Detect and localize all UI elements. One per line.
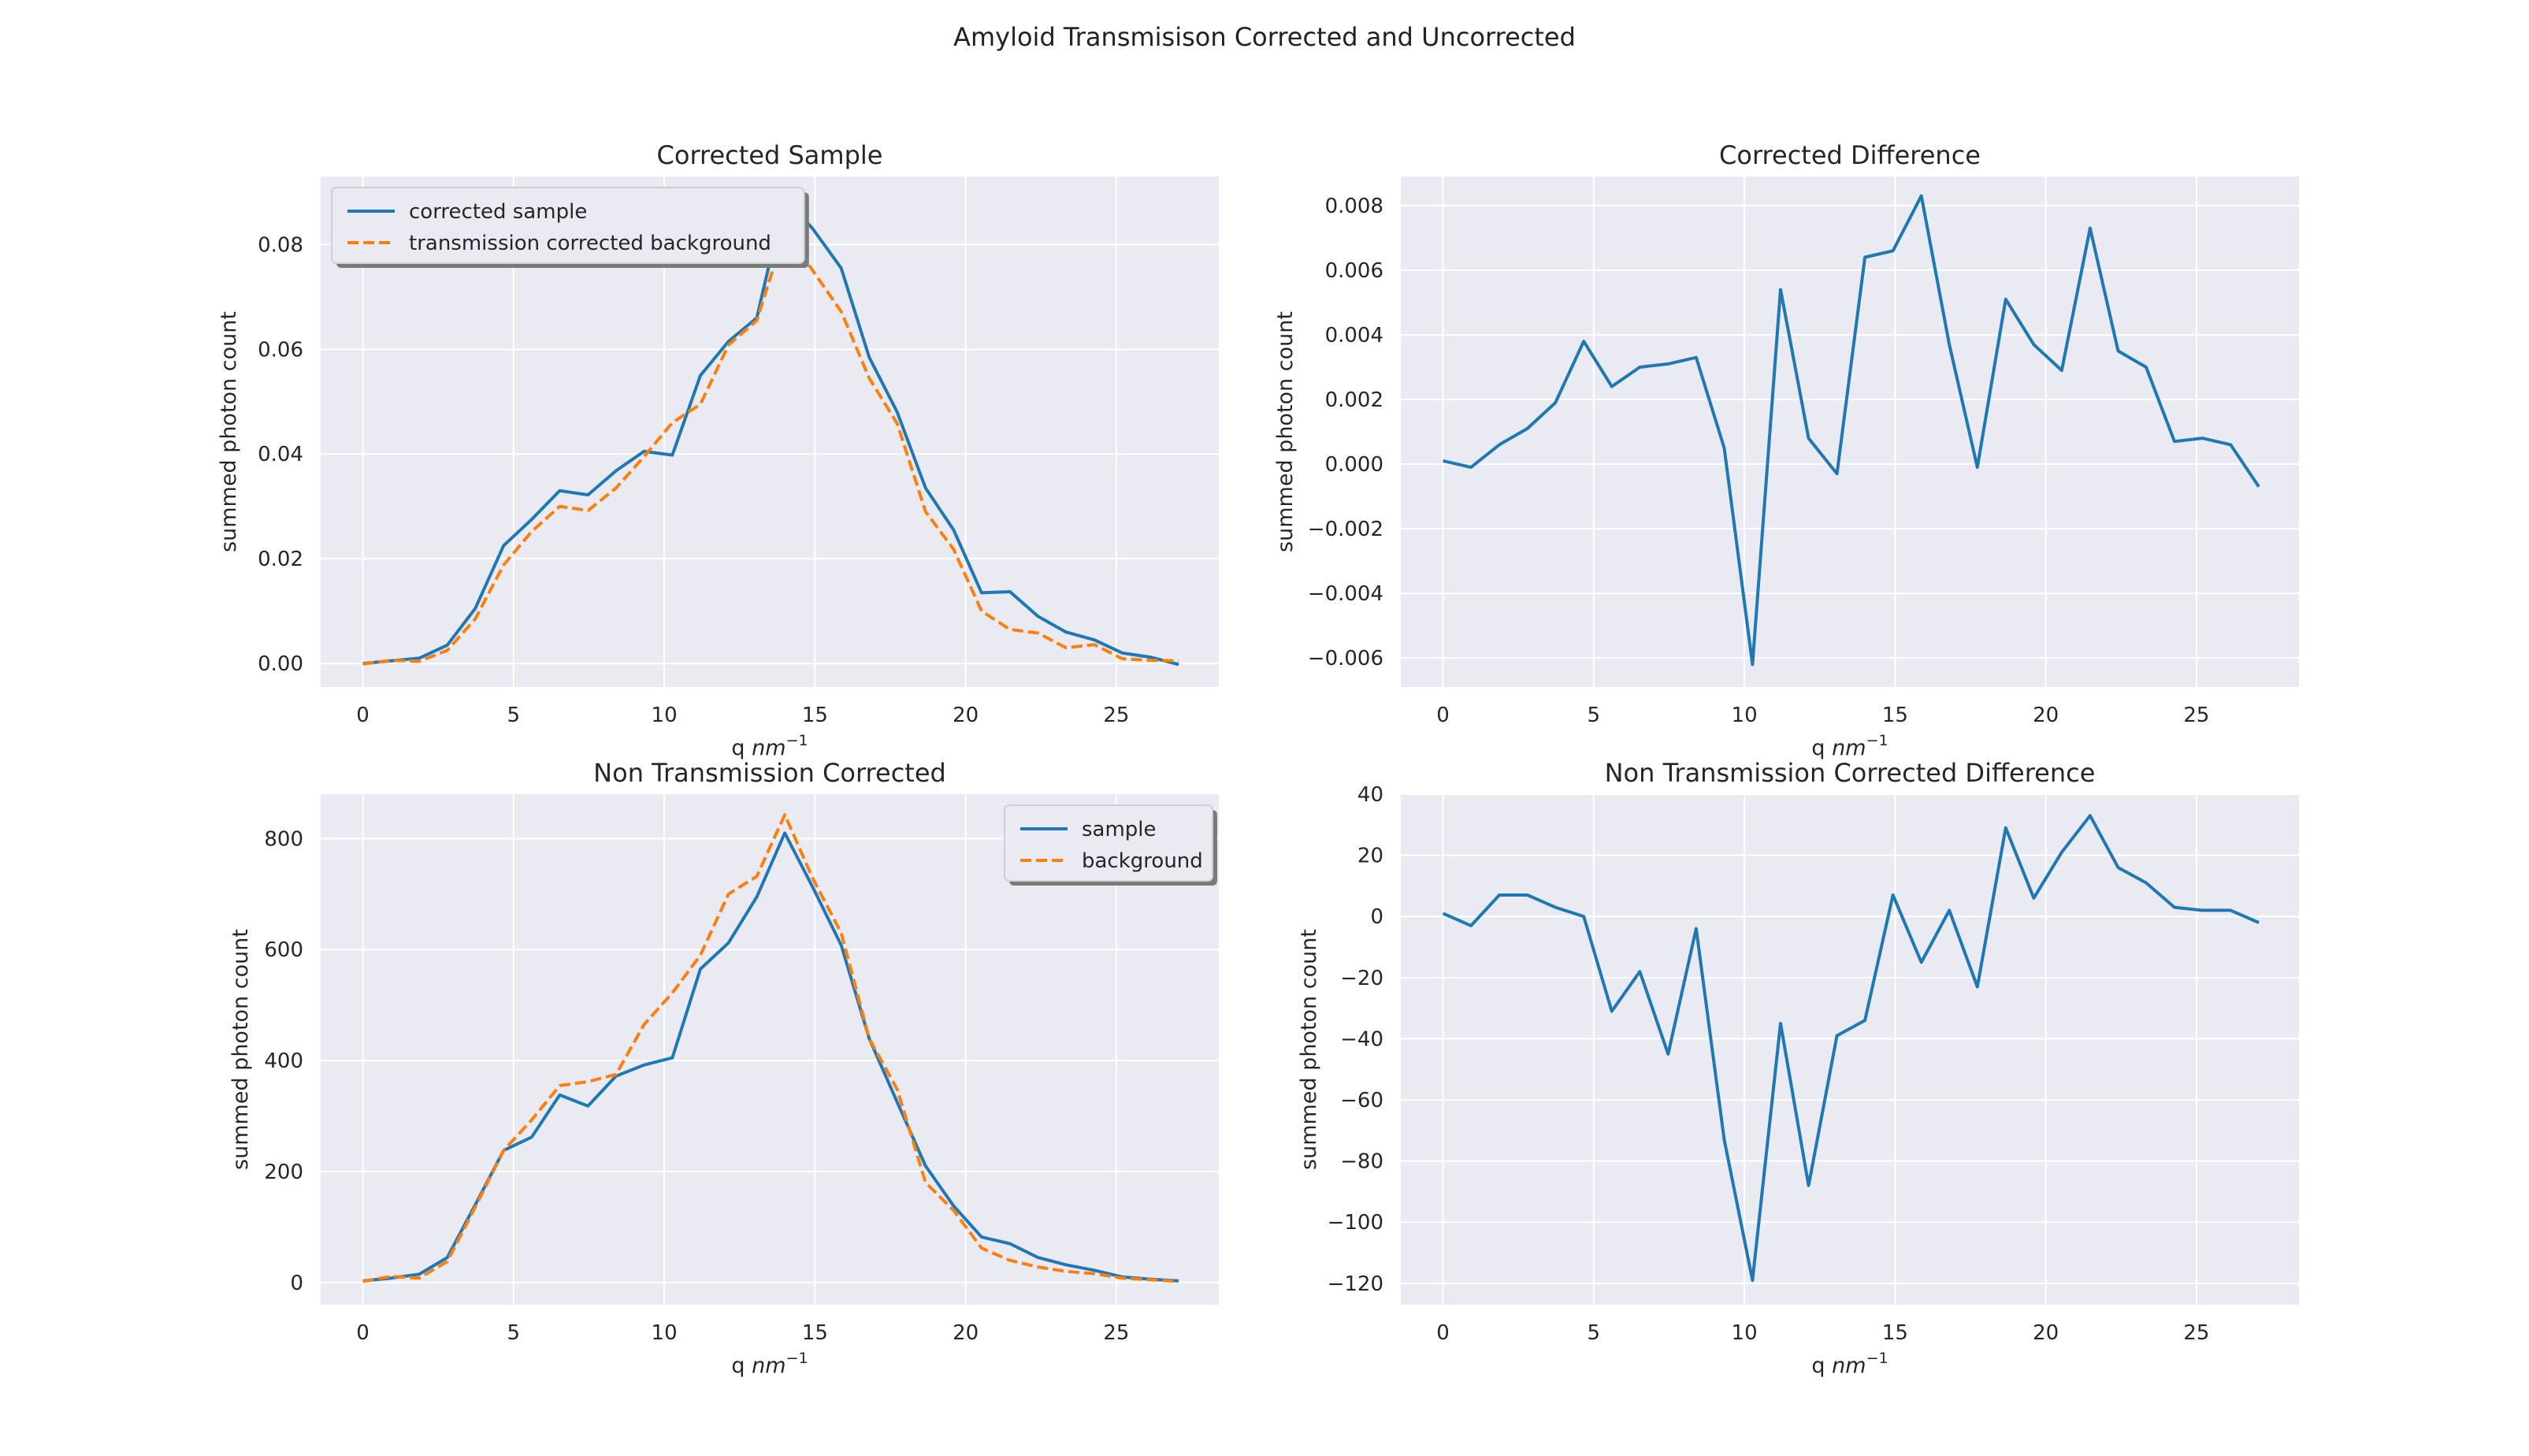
x-tick-label: 10 [1732,704,1758,727]
series-line-difference [1443,194,2260,667]
plot-area [1401,794,2299,1305]
x-tick-label: 25 [1103,704,1129,727]
y-tick-label: 200 [264,1161,303,1184]
x-tick-label: 10 [652,704,678,727]
y-tick-label: −0.006 [1308,647,1383,670]
y-tick-label: 0.06 [258,338,303,362]
x-axis-label: q nm−1 [731,1350,808,1378]
x-tick-label: 20 [953,704,979,727]
chart-panel-2: 0 5 10 15 20 25 −0.006 −0.004 −0.002 0.000 0.002 0.… [1273,140,2299,760]
x-tick-label: 25 [1103,1321,1129,1345]
x-tick-label: 0 [356,704,370,727]
x-axis-label-exponent: −1 [786,732,808,749]
y-axis-label: summed photon count [1297,929,1321,1170]
x-axis-label-exponent: −1 [1866,1350,1888,1367]
y-tick-label: 0.00 [258,652,303,676]
x-tick-label: 25 [2183,1321,2209,1345]
y-tick-label: 800 [264,827,303,851]
x-axis-label-text: q [1811,736,1832,760]
x-tick-label: 0 [1436,1321,1450,1345]
legend-label: sample [1082,818,1157,841]
x-tick-label: 5 [1588,1321,1601,1345]
x-tick-label: 20 [2033,704,2059,727]
y-axis-label: summed photon count [228,929,253,1170]
x-tick-label: 5 [1588,704,1601,727]
y-tick-label: 0.006 [1325,259,1383,283]
y-tick-label: −120 [1328,1272,1383,1296]
figure-title: Amyloid Transmisison Corrected and Uncor… [953,22,1576,52]
y-tick-label: −40 [1340,1027,1383,1051]
y-tick-label: 0.004 [1325,324,1383,347]
legend: sample background [1004,804,1217,886]
x-tick-label: 5 [507,1321,521,1345]
x-axis-label-text: q [731,1354,752,1378]
x-axis-label-unit: nm [1832,736,1866,760]
series-line-transmission-corrected-background [362,229,1179,666]
x-tick-label: 15 [802,1321,828,1345]
chart-title: Non Transmission Corrected [593,758,946,788]
chart-panel-1: 0 5 10 15 20 25 0.00 0.02 0.04 0.06 0.08 Corrected … [217,140,1219,760]
plot-area [1401,176,2299,687]
chart-title: Corrected Difference [1719,140,1981,170]
x-axis-label-unit: nm [752,1354,785,1378]
y-tick-label: 40 [1357,783,1383,807]
chart-title: Non Transmission Corrected Difference [1605,758,2096,788]
y-tick-label: −80 [1340,1150,1383,1174]
x-tick-label: 15 [1882,1321,1908,1345]
y-tick-label: 0.008 [1325,195,1383,218]
legend-label: corrected sample [409,200,587,224]
x-axis-label-exponent: −1 [786,1350,808,1367]
x-tick-label: 0 [1436,704,1450,727]
x-axis-label: q nm−1 [731,732,808,760]
chart-title: Corrected Sample [657,140,883,170]
x-tick-label: 10 [1732,1321,1758,1345]
x-tick-label: 25 [2183,704,2209,727]
x-axis-label-text: q [1811,1354,1832,1378]
y-tick-label: 0.002 [1325,388,1383,412]
x-axis-label-unit: nm [752,736,785,760]
x-axis-label: q nm−1 [1811,732,1888,760]
y-tick-label: 0 [290,1272,303,1295]
legend-label: background [1082,849,1203,873]
x-tick-label: 20 [953,1321,979,1345]
series-line-sample [362,831,1179,1283]
chart-panel-4: 0 5 10 15 20 25 −120 −100 −80 −60 −40 −20 0 20 40 Non T… [1297,758,2299,1378]
y-tick-label: −20 [1340,967,1383,990]
y-tick-label: −0.002 [1308,518,1383,541]
chart-panel-3: 0 5 10 15 20 25 0 200 400 600 800 Non Transmission … [228,758,1219,1378]
y-tick-label: 0.02 [258,548,303,571]
legend-label: transmission corrected background [409,232,771,255]
x-tick-label: 10 [652,1321,678,1345]
series-line-background [362,813,1179,1283]
x-tick-label: 15 [1882,704,1908,727]
y-tick-label: 0.000 [1325,453,1383,477]
y-tick-label: 0.08 [258,233,303,257]
y-tick-label: −0.004 [1308,582,1383,606]
x-tick-label: 5 [507,704,521,727]
y-axis-label: summed photon count [217,311,241,552]
y-tick-label: 400 [264,1049,303,1073]
y-tick-label: −100 [1328,1211,1383,1235]
y-tick-label: 0.04 [258,443,303,466]
x-axis-label-unit: nm [1832,1354,1866,1378]
x-axis-label: q nm−1 [1811,1350,1888,1378]
x-tick-label: 20 [2033,1321,2059,1345]
legend: corrected sample transmission corrected b… [331,187,809,268]
x-tick-label: 15 [802,704,828,727]
legend-box [331,187,805,264]
y-tick-label: −60 [1340,1089,1383,1112]
x-tick-label: 0 [356,1321,370,1345]
y-tick-label: 0 [1370,905,1383,929]
series-line-difference [1442,814,2260,1282]
y-axis-label: summed photon count [1273,311,1298,552]
x-axis-label-text: q [731,736,752,760]
y-tick-label: 20 [1357,845,1383,868]
x-axis-label-exponent: −1 [1866,732,1888,749]
y-tick-label: 600 [264,938,303,962]
